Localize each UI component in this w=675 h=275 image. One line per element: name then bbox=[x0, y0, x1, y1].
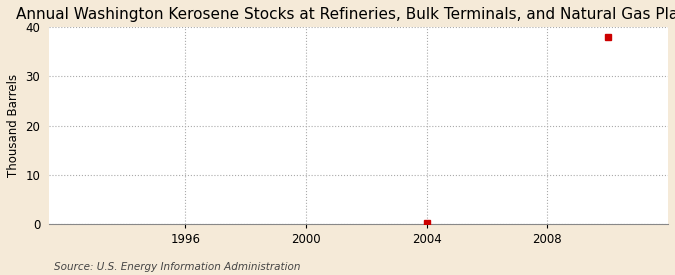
Y-axis label: Thousand Barrels: Thousand Barrels bbox=[7, 74, 20, 177]
Title: Annual Washington Kerosene Stocks at Refineries, Bulk Terminals, and Natural Gas: Annual Washington Kerosene Stocks at Ref… bbox=[16, 7, 675, 22]
Text: Source: U.S. Energy Information Administration: Source: U.S. Energy Information Administ… bbox=[54, 262, 300, 272]
